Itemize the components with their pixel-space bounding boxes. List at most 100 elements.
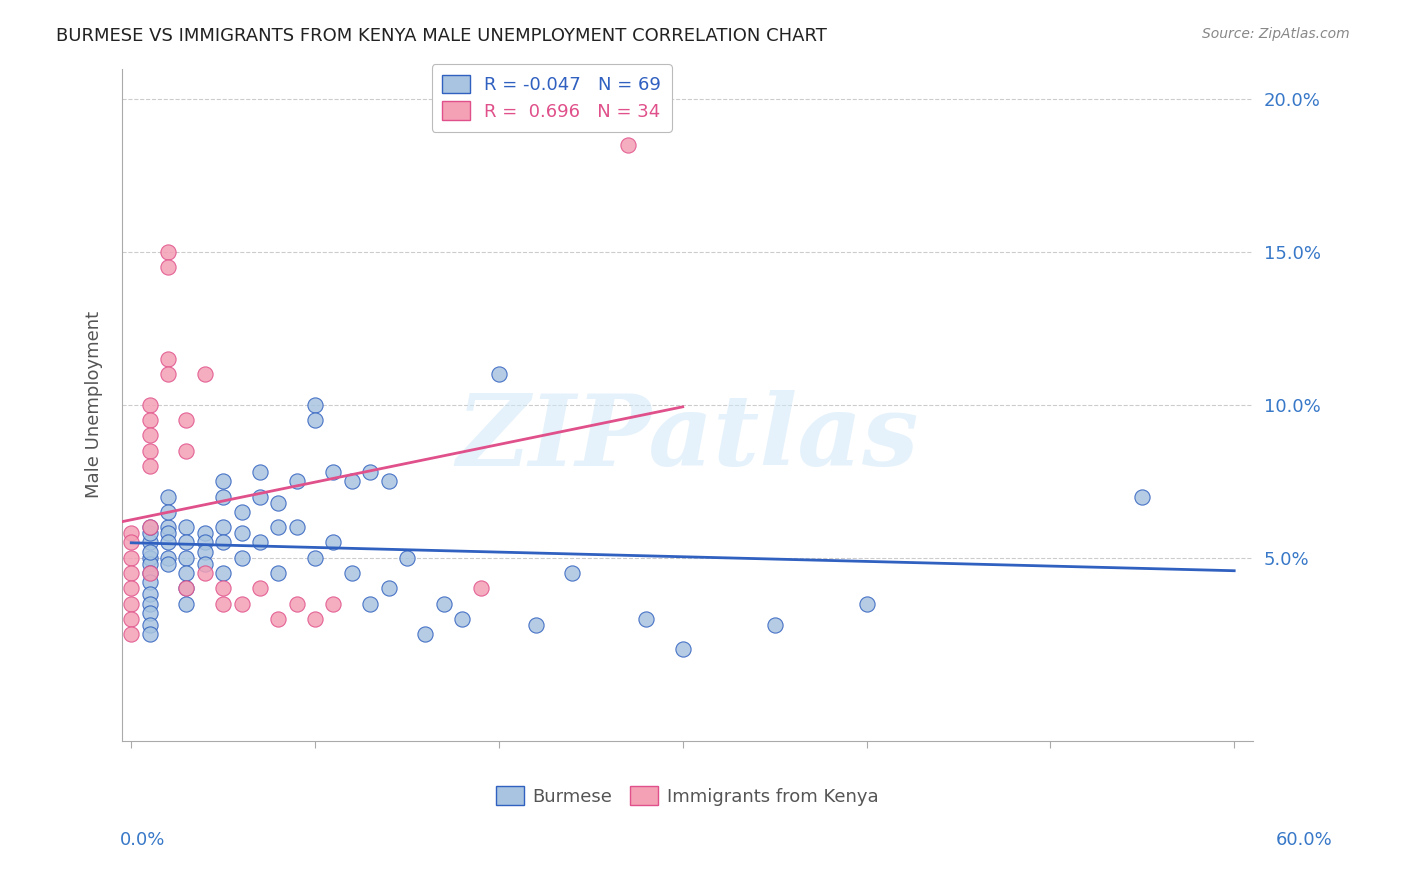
Point (176, 582, 198, 596)
Point (340, 475, 363, 489)
Point (176, 443, 198, 458)
Point (156, 351, 179, 366)
Point (322, 465, 344, 479)
Point (267, 496, 290, 510)
Point (138, 443, 160, 458)
Point (156, 520, 179, 534)
Point (285, 520, 308, 534)
Point (120, 582, 142, 596)
Text: ZIPatlas: ZIPatlas (456, 390, 918, 487)
Point (267, 520, 290, 534)
Point (176, 520, 198, 534)
Point (359, 465, 381, 479)
Point (156, 260, 179, 275)
Point (267, 612, 290, 626)
Point (176, 597, 198, 611)
Point (212, 490, 235, 504)
Point (138, 428, 160, 442)
Point (194, 535, 217, 549)
Point (249, 582, 271, 596)
Point (304, 413, 326, 427)
Point (138, 526, 160, 541)
Point (212, 582, 235, 596)
Point (212, 520, 235, 534)
Point (156, 490, 179, 504)
Point (120, 612, 142, 626)
Point (138, 458, 160, 473)
Point (1130, 490, 1153, 504)
Point (231, 597, 253, 611)
Point (855, 597, 877, 611)
Point (249, 465, 271, 479)
Point (176, 413, 198, 427)
Point (176, 582, 198, 596)
Point (138, 544, 160, 558)
Point (120, 597, 142, 611)
Point (138, 520, 160, 534)
Point (138, 413, 160, 427)
Point (138, 597, 160, 611)
Point (138, 606, 160, 620)
Point (138, 566, 160, 580)
Point (322, 597, 344, 611)
Point (212, 597, 235, 611)
Point (616, 138, 638, 153)
Point (120, 535, 142, 549)
Point (138, 566, 160, 580)
Point (156, 557, 179, 571)
Point (377, 582, 399, 596)
Point (488, 368, 510, 382)
Point (156, 526, 179, 541)
Point (120, 627, 142, 641)
Legend: Burmese, Immigrants from Kenya: Burmese, Immigrants from Kenya (489, 779, 886, 813)
Point (212, 566, 235, 580)
Point (156, 368, 179, 382)
Point (561, 566, 583, 580)
Point (267, 566, 290, 580)
Point (138, 557, 160, 571)
Point (176, 535, 198, 549)
Point (120, 550, 142, 565)
Text: 60.0%: 60.0% (1277, 831, 1333, 849)
Point (212, 535, 235, 549)
Point (138, 618, 160, 632)
Point (138, 535, 160, 549)
Point (304, 550, 326, 565)
Point (176, 566, 198, 580)
Point (138, 398, 160, 412)
Point (120, 526, 142, 541)
Point (395, 550, 418, 565)
Point (138, 575, 160, 590)
Point (304, 398, 326, 412)
Point (138, 587, 160, 601)
Point (194, 566, 217, 580)
Point (156, 550, 179, 565)
Point (285, 597, 308, 611)
Point (194, 526, 217, 541)
Point (156, 535, 179, 549)
Point (194, 544, 217, 558)
Text: 0.0%: 0.0% (120, 831, 165, 849)
Point (249, 490, 271, 504)
Point (304, 612, 326, 626)
Point (634, 612, 657, 626)
Point (249, 535, 271, 549)
Point (138, 520, 160, 534)
Point (340, 566, 363, 580)
Point (359, 597, 381, 611)
Point (285, 475, 308, 489)
Point (138, 627, 160, 641)
Y-axis label: Male Unemployment: Male Unemployment (86, 311, 103, 499)
Point (156, 505, 179, 519)
Point (156, 244, 179, 259)
Point (415, 627, 437, 641)
Point (194, 557, 217, 571)
Point (176, 550, 198, 565)
Point (451, 612, 474, 626)
Point (212, 475, 235, 489)
Point (231, 550, 253, 565)
Text: BURMESE VS IMMIGRANTS FROM KENYA MALE UNEMPLOYMENT CORRELATION CHART: BURMESE VS IMMIGRANTS FROM KENYA MALE UN… (56, 27, 827, 45)
Point (672, 642, 695, 657)
Point (120, 566, 142, 580)
Text: Source: ZipAtlas.com: Source: ZipAtlas.com (1202, 27, 1350, 41)
